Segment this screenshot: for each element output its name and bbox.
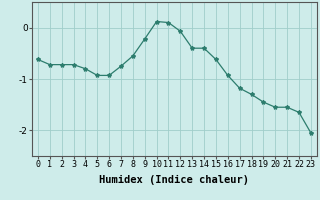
X-axis label: Humidex (Indice chaleur): Humidex (Indice chaleur) [100, 175, 249, 185]
